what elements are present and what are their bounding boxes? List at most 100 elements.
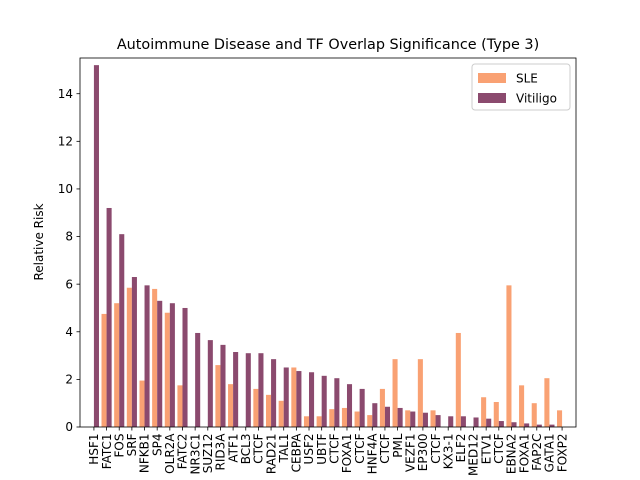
x-tick-label-4: NFKB1 bbox=[138, 434, 152, 474]
y-axis-title: Relative Risk bbox=[32, 203, 46, 280]
x-tick-label-32: CTCF bbox=[492, 433, 506, 463]
legend-swatch-vitiligo bbox=[478, 93, 506, 103]
bar-vitiligo-6 bbox=[169, 303, 175, 427]
x-tick-label-15: TAL1 bbox=[277, 434, 291, 464]
bar-vitiligo-19 bbox=[334, 378, 340, 427]
bar-sle-5 bbox=[152, 288, 158, 427]
x-tick-label-1: FATC1 bbox=[100, 434, 114, 470]
bar-sle-34 bbox=[519, 385, 525, 427]
bar-sle-4 bbox=[139, 380, 145, 427]
bar-sle-1 bbox=[101, 313, 107, 427]
bar-vitiligo-21 bbox=[359, 388, 365, 427]
bar-vitiligo-14 bbox=[271, 359, 277, 427]
bar-sle-35 bbox=[531, 403, 537, 427]
x-tick-label-0: HSF1 bbox=[87, 434, 101, 465]
x-tick-label-22: HNF4A bbox=[365, 433, 379, 475]
x-tick-label-12: BCL3 bbox=[239, 434, 253, 465]
x-tick-label-31: ETV1 bbox=[479, 434, 493, 465]
y-tick-label-2: 4 bbox=[65, 325, 73, 339]
x-tick-label-19: CTCF bbox=[328, 433, 342, 463]
x-tick-label-29: ELF2 bbox=[454, 434, 468, 463]
bar-vitiligo-15 bbox=[283, 367, 289, 427]
bar-sle-14 bbox=[266, 394, 272, 427]
x-tick-label-18: UBTF bbox=[315, 433, 329, 464]
bar-vitiligo-18 bbox=[321, 375, 327, 427]
plot-frame bbox=[79, 57, 577, 428]
bar-vitiligo-9 bbox=[207, 340, 213, 427]
bar-vitiligo-26 bbox=[422, 412, 428, 427]
bars-layer bbox=[93, 65, 563, 427]
x-tick-label-24: PML bbox=[391, 433, 405, 458]
bar-sle-3 bbox=[126, 287, 132, 427]
bar-sle-15 bbox=[278, 400, 284, 427]
bar-vitiligo-25 bbox=[410, 411, 416, 427]
bar-sle-22 bbox=[367, 415, 373, 427]
x-tick-label-28: KX3-1 bbox=[441, 434, 455, 470]
x-tick-label-30: MED12 bbox=[467, 434, 481, 476]
y-tick-label-3: 6 bbox=[65, 277, 73, 291]
bar-sle-31 bbox=[481, 397, 487, 427]
y-tick-label-1: 2 bbox=[65, 373, 73, 387]
bar-sle-18 bbox=[316, 416, 322, 427]
bar-vitiligo-0 bbox=[93, 65, 99, 427]
bar-sle-20 bbox=[341, 407, 347, 427]
bar-sle-23 bbox=[379, 388, 385, 427]
x-tick-label-33: EBNA2 bbox=[505, 434, 519, 475]
bar-vitiligo-2 bbox=[119, 234, 125, 427]
x-tick-label-7: FATC2 bbox=[176, 434, 190, 470]
bar-sle-24 bbox=[392, 359, 398, 427]
legend: SLE Vitiligo bbox=[471, 63, 571, 111]
bar-sle-26 bbox=[417, 359, 423, 427]
x-tick-label-11: ATF1 bbox=[226, 434, 240, 463]
bar-sle-16 bbox=[291, 367, 297, 427]
bar-sle-2 bbox=[114, 303, 120, 427]
x-tick-label-2: FOS bbox=[112, 434, 126, 458]
bar-sle-21 bbox=[354, 411, 360, 427]
bar-sle-6 bbox=[164, 312, 170, 427]
bar-sle-13 bbox=[253, 388, 259, 427]
bar-sle-7 bbox=[177, 385, 183, 427]
bar-vitiligo-22 bbox=[372, 403, 378, 427]
x-tick-label-27: CTCF bbox=[429, 433, 443, 463]
bar-vitiligo-31 bbox=[486, 418, 492, 427]
x-tick-label-10: RID3A bbox=[214, 433, 228, 471]
bar-sle-36 bbox=[544, 378, 550, 427]
bar-sle-25 bbox=[405, 410, 411, 427]
bar-vitiligo-13 bbox=[258, 353, 264, 427]
bar-vitiligo-30 bbox=[473, 417, 479, 427]
x-tick-label-35: FAP2C bbox=[530, 434, 544, 471]
x-tick-label-16: CEBPA bbox=[290, 433, 304, 473]
x-tick-label-36: GATA1 bbox=[543, 434, 557, 473]
bar-vitiligo-1 bbox=[106, 207, 112, 427]
bar-sle-11 bbox=[228, 384, 234, 427]
bar-vitiligo-24 bbox=[397, 407, 403, 427]
x-tick-label-3: SRF bbox=[125, 433, 139, 456]
bar-sle-17 bbox=[303, 416, 310, 427]
x-tick-label-37: FOXP2 bbox=[555, 434, 569, 473]
bar-vitiligo-33 bbox=[511, 422, 517, 427]
bar-vitiligo-11 bbox=[233, 352, 239, 427]
x-tick-label-14: RAD21 bbox=[264, 434, 278, 475]
y-tick-label-4: 8 bbox=[65, 230, 73, 244]
x-tick-label-5: SP4 bbox=[150, 434, 164, 457]
bar-vitiligo-28 bbox=[448, 416, 454, 427]
x-tick-label-34: FOXA1 bbox=[517, 434, 531, 474]
x-tick-label-23: CTCF bbox=[378, 433, 392, 463]
bar-sle-33 bbox=[506, 285, 512, 427]
bar-vitiligo-12 bbox=[245, 353, 251, 427]
bar-vitiligo-5 bbox=[157, 300, 163, 427]
bar-vitiligo-36 bbox=[549, 424, 555, 427]
bar-vitiligo-8 bbox=[195, 332, 201, 427]
y-tick-label-6: 12 bbox=[58, 135, 73, 149]
x-tick-label-6: OLR2A bbox=[163, 433, 177, 474]
bar-vitiligo-16 bbox=[296, 371, 302, 427]
bar-vitiligo-23 bbox=[384, 406, 390, 427]
legend-label-sle: SLE bbox=[516, 72, 538, 86]
chart-title: Autoimmune Disease and TF Overlap Signif… bbox=[117, 37, 539, 53]
bar-vitiligo-4 bbox=[144, 285, 150, 427]
y-tick-label-7: 14 bbox=[58, 87, 73, 101]
x-tick-label-13: CTCF bbox=[252, 433, 266, 463]
bar-vitiligo-35 bbox=[536, 424, 542, 427]
